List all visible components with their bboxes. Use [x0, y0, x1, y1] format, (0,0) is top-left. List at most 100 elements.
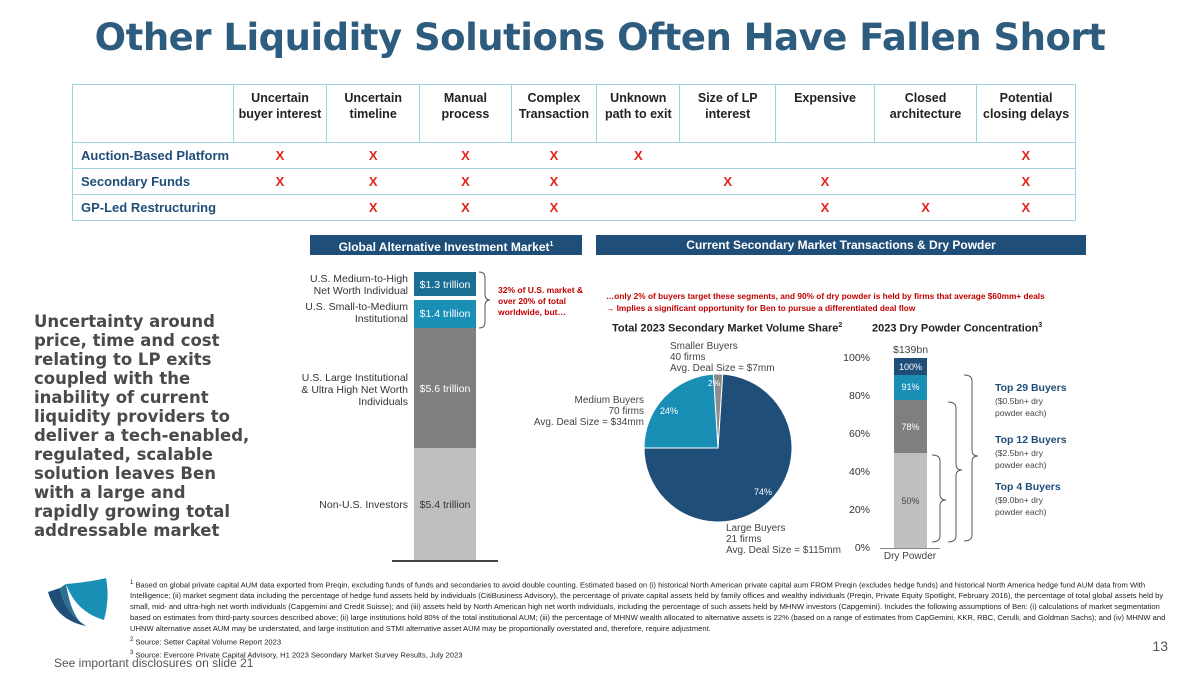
- bracket-title-12: Top 12 Buyers: [995, 434, 1067, 446]
- segment-label-1: U.S. Medium-to-High Net Worth Individual: [309, 273, 408, 297]
- market-callout: 32% of U.S. market & over 20% of total w…: [498, 285, 584, 317]
- bar-value-3: $5.6 trillion: [419, 383, 471, 395]
- table-row: Auction-Based Platform X X X X X X: [72, 142, 1076, 169]
- dry-bar-91: [894, 375, 927, 400]
- table-cell: [775, 142, 875, 169]
- dry-powder-note: …only 2% of buyers target these segments…: [606, 291, 1045, 301]
- table-cell: X: [511, 194, 597, 221]
- table-cell: X: [419, 194, 512, 221]
- medium-buyers-firms: 70 firms: [608, 406, 644, 417]
- dry-bar-78: [894, 400, 927, 453]
- footnote-ref-2: 2: [838, 322, 843, 329]
- global-market-header-text: Global Alternative Investment Market: [338, 240, 550, 254]
- dry-value-91: 91%: [901, 382, 920, 392]
- y-tick-80: 80%: [848, 390, 870, 402]
- table-cell: X: [233, 142, 327, 169]
- footnotes: 1 Based on global private capital AUM da…: [130, 578, 1180, 661]
- footnote-ref-3: 3: [1038, 322, 1043, 329]
- bracket-sub2-29: powder each): [995, 408, 1047, 418]
- stacked-bar-3: [414, 328, 476, 448]
- table-header-cell: Unknown path to exit: [596, 84, 681, 143]
- table-cell: X: [419, 142, 512, 169]
- large-buyers-firms: 21 firms: [726, 534, 762, 545]
- dry-powder-title-text: 2023 Dry Powder Concentration: [872, 322, 1039, 335]
- footnote-3: 3 Source: Evercore Private Capital Advis…: [130, 648, 1180, 661]
- footnote-2-text: Source: Setter Capital Volume Report 202…: [135, 637, 282, 647]
- dry-value-50: 50%: [901, 496, 920, 506]
- bracket-sub1-29: ($0.5bn+ dry: [995, 396, 1043, 406]
- table-cell: X: [326, 194, 420, 221]
- table-row: Secondary Funds X X X X X X X: [72, 168, 1076, 195]
- segment-label-4: Non-U.S. Investors: [319, 499, 408, 511]
- footnote-ref-1: 1: [549, 241, 554, 248]
- table-cell: [679, 194, 776, 221]
- footnote-1: 1 Based on global private capital AUM da…: [130, 578, 1180, 635]
- table-cell: [874, 168, 977, 195]
- uncertainty-statement: Uncertainty around price, time and cost …: [34, 312, 250, 540]
- table-header-cell: Potential closing delays: [976, 84, 1076, 143]
- dry-bar-100: [894, 358, 927, 375]
- table-cell: X: [976, 194, 1076, 221]
- secondary-market-header: Current Secondary Market Transactions & …: [596, 235, 1086, 255]
- table-header-cell: Expensive: [775, 84, 875, 143]
- dry-bar-50: [894, 453, 927, 548]
- bar-value-4: $5.4 trillion: [419, 499, 471, 511]
- bar-value-1: $1.3 trillion: [419, 279, 471, 291]
- footnote-3-marker: 3: [130, 649, 134, 656]
- table-cell: [596, 168, 680, 195]
- dry-powder-total: $139bn: [893, 344, 929, 356]
- pie-label-medium: 24%: [660, 406, 679, 416]
- large-buyers-deal: Avg. Deal Size = $115mm: [726, 545, 841, 556]
- global-market-header: Global Alternative Investment Market1: [310, 235, 582, 255]
- table-cell: X: [775, 168, 875, 195]
- table-header-cell: Closed architecture: [873, 84, 978, 143]
- disclosure-link: See important disclosures on slide 21: [54, 656, 254, 670]
- table-header-row: Uncertain buyer interest Uncertain timel…: [72, 84, 1076, 143]
- bracket-icon: [478, 271, 491, 329]
- footnote-2: 2 Source: Setter Capital Volume Report 2…: [130, 635, 1180, 648]
- ben-logo-icon: [48, 578, 108, 626]
- pie-chart-title-text: Total 2023 Secondary Market Volume Share: [612, 322, 839, 335]
- table-header-cell: Uncertain timeline: [326, 84, 421, 143]
- table-cell: X: [775, 194, 875, 221]
- table-cell: X: [326, 142, 420, 169]
- chart-baseline: [392, 560, 498, 562]
- bracket-title-4: Top 4 Buyers: [995, 481, 1061, 493]
- dry-value-100: 100%: [898, 362, 923, 372]
- dry-axis: [880, 548, 940, 549]
- row-label: Auction-Based Platform: [72, 142, 234, 169]
- comparison-table: Uncertain buyer interest Uncertain timel…: [72, 84, 1076, 221]
- table-cell: X: [976, 142, 1076, 169]
- stacked-bar-2: [414, 300, 476, 328]
- pie-slice-medium-buyers: [643, 373, 719, 449]
- table-cell: X: [976, 168, 1076, 195]
- y-tick-0: 0%: [854, 542, 870, 554]
- page-title: Other Liquidity Solutions Often Have Fal…: [94, 16, 1106, 59]
- dry-value-78: 78%: [901, 422, 920, 432]
- page-number: 13: [1152, 638, 1168, 654]
- table-header-cell: Complex Transaction: [510, 84, 598, 143]
- table-cell: X: [233, 168, 327, 195]
- table-cell: [596, 194, 680, 221]
- table-row: GP-Led Restructuring X X X X X X: [72, 194, 1076, 221]
- table-cell: [874, 142, 977, 169]
- bracket-sub1-4: ($9.0bn+ dry: [995, 495, 1043, 505]
- table-cell: X: [679, 168, 776, 195]
- table-cell: X: [511, 168, 597, 195]
- stacked-bar-4: [414, 448, 476, 560]
- dry-x-label: Dry Powder: [883, 551, 937, 562]
- table-cell: [233, 194, 327, 221]
- table-cell: X: [326, 168, 420, 195]
- large-buyers-name: Large Buyers: [726, 523, 786, 534]
- y-tick-60: 60%: [848, 428, 870, 440]
- table-cell: X: [596, 142, 680, 169]
- bar-value-2: $1.4 trillion: [419, 308, 471, 320]
- bracket-sub2-4: powder each): [995, 507, 1047, 517]
- table-header-cell: Manual process: [419, 84, 512, 143]
- row-label: GP-Led Restructuring: [72, 194, 234, 221]
- bracket-sub1-12: ($2.5bn+ dry: [995, 448, 1043, 458]
- footnote-2-marker: 2: [130, 636, 134, 643]
- pie-label-smaller: 2%: [708, 378, 721, 388]
- y-tick-20: 20%: [848, 504, 870, 516]
- segment-label-3: U.S. Large Institutional & Ultra High Ne…: [301, 372, 408, 408]
